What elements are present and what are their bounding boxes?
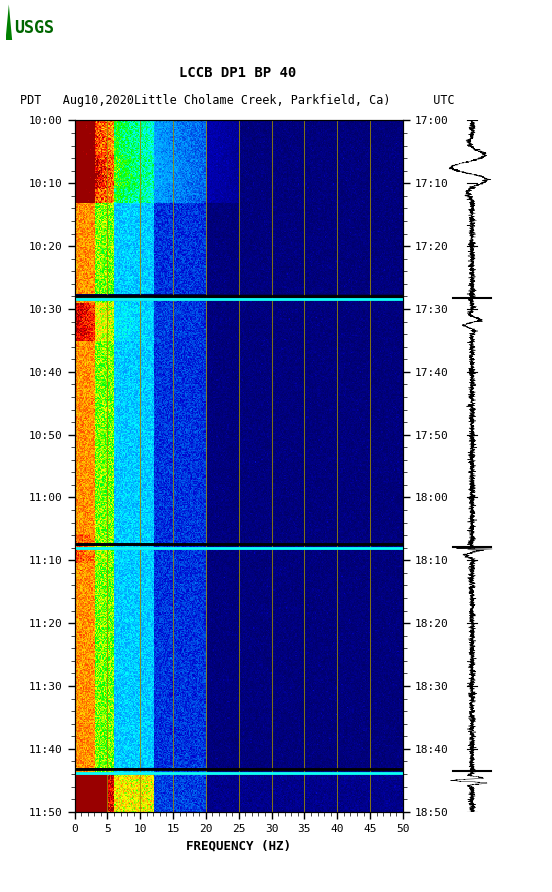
- Text: USGS: USGS: [14, 19, 54, 37]
- Polygon shape: [6, 4, 12, 40]
- X-axis label: FREQUENCY (HZ): FREQUENCY (HZ): [186, 839, 291, 852]
- Text: PDT   Aug10,2020Little Cholame Creek, Parkfield, Ca)      UTC: PDT Aug10,2020Little Cholame Creek, Park…: [20, 94, 455, 107]
- Text: LCCB DP1 BP 40: LCCB DP1 BP 40: [179, 66, 296, 80]
